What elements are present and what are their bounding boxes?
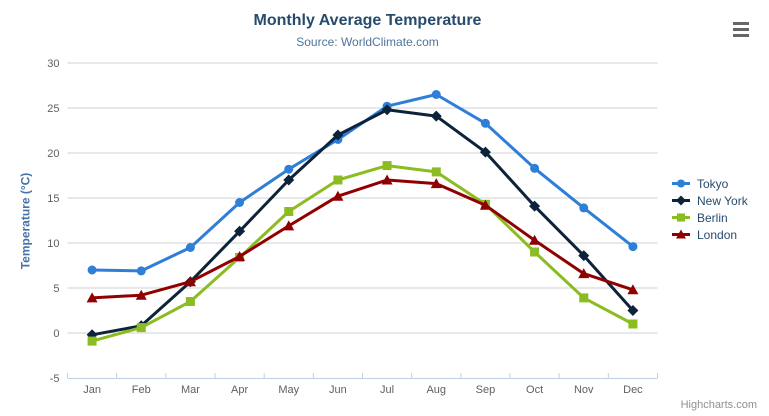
data-point-london[interactable] [381, 174, 393, 185]
legend: Tokyo New York Berlin London [671, 175, 748, 243]
data-point-new-york[interactable] [381, 104, 393, 116]
data-point-tokyo[interactable] [530, 163, 540, 173]
x-axis-label: Dec [623, 384, 643, 396]
legend-label-new-york: New York [697, 193, 748, 208]
legend-item-new-york[interactable]: New York [671, 192, 748, 209]
data-point-london[interactable] [332, 190, 344, 201]
y-axis-label: 30 [47, 58, 59, 70]
legend-item-tokyo[interactable]: Tokyo [671, 175, 748, 192]
y-axis-label: -5 [50, 373, 60, 385]
legend-marker-tokyo-icon [672, 179, 690, 188]
legend-marker-new-york-icon [672, 195, 690, 206]
data-point-berlin[interactable] [579, 293, 589, 303]
data-point-tokyo[interactable] [185, 243, 195, 252]
y-axis-label: 15 [47, 193, 59, 205]
legend-symbol-tokyo [676, 179, 686, 188]
data-point-tokyo[interactable] [431, 90, 441, 99]
x-axis-label: Apr [231, 384, 248, 396]
data-point-tokyo[interactable] [480, 118, 490, 128]
data-point-london[interactable] [86, 292, 98, 303]
data-point-london[interactable] [578, 268, 590, 279]
data-point-berlin[interactable] [136, 323, 146, 333]
data-point-berlin[interactable] [87, 336, 97, 346]
x-axis-label: Feb [132, 384, 151, 396]
data-point-london[interactable] [184, 276, 196, 287]
data-point-berlin[interactable] [382, 161, 392, 171]
series-line-london [90, 178, 635, 300]
chart-title: Monthly Average Temperature [253, 12, 482, 29]
hamburger-icon [733, 19, 749, 40]
data-point-new-york[interactable] [332, 129, 344, 141]
legend-item-berlin[interactable]: Berlin [671, 209, 748, 226]
data-point-tokyo[interactable] [284, 164, 294, 174]
y-axis-label: 20 [47, 148, 59, 160]
legend-symbol-new-york [676, 195, 686, 206]
context-menu-button[interactable] [729, 17, 753, 41]
data-point-tokyo[interactable] [136, 266, 146, 276]
x-axis-label: Jun [329, 384, 347, 396]
data-point-london[interactable] [529, 234, 541, 245]
x-axis-label: Mar [181, 384, 200, 396]
data-point-berlin[interactable] [284, 207, 294, 216]
chart-subtitle: Source: WorldClimate.com [296, 35, 439, 49]
x-axis-label: Sep [476, 384, 496, 396]
legend-marker-berlin-icon [672, 213, 690, 222]
legend-label-london: London [697, 227, 738, 242]
data-point-berlin[interactable] [431, 167, 441, 177]
series-line-berlin [90, 164, 635, 343]
legend-symbol-london [676, 229, 686, 239]
legend-label-tokyo: Tokyo [697, 176, 729, 191]
y-axis-title: Temperature (°C) [18, 172, 32, 269]
y-axis-label: 25 [47, 103, 59, 115]
legend-symbol-berlin [676, 213, 686, 222]
data-point-new-york[interactable] [479, 146, 491, 158]
data-point-new-york[interactable] [234, 225, 246, 237]
data-point-london[interactable] [430, 178, 442, 189]
data-point-new-york[interactable] [430, 110, 442, 122]
data-point-berlin[interactable] [333, 175, 343, 185]
x-axis-label: May [278, 384, 299, 396]
legend-marker-london-icon [672, 229, 690, 239]
data-point-london[interactable] [479, 199, 491, 210]
y-axis-label: 5 [53, 283, 59, 295]
x-axis-label: Nov [574, 384, 594, 396]
credits-link[interactable]: Highcharts.com [680, 399, 757, 411]
data-point-london[interactable] [283, 220, 295, 231]
data-point-new-york[interactable] [578, 250, 590, 262]
data-point-london[interactable] [627, 284, 639, 295]
data-point-new-york[interactable] [529, 200, 541, 212]
data-point-tokyo[interactable] [579, 203, 589, 213]
data-point-london[interactable] [135, 289, 147, 300]
series-line-new-york [90, 108, 635, 337]
data-point-new-york[interactable] [627, 305, 639, 316]
y-axis-title-container: Temperature (°C) [14, 63, 36, 378]
y-axis-label: 10 [47, 238, 59, 250]
data-point-tokyo[interactable] [235, 198, 245, 207]
data-point-berlin[interactable] [530, 247, 540, 257]
data-point-berlin[interactable] [628, 319, 638, 329]
data-point-london[interactable] [234, 251, 246, 261]
legend-label-berlin: Berlin [697, 210, 728, 225]
x-axis-label: Aug [426, 384, 446, 396]
data-point-tokyo[interactable] [628, 242, 638, 252]
data-point-tokyo[interactable] [87, 265, 97, 275]
y-axis-label: 0 [53, 328, 59, 340]
data-point-berlin[interactable] [185, 297, 195, 306]
x-axis-label: Oct [526, 384, 543, 396]
data-point-new-york[interactable] [283, 174, 295, 186]
x-axis-label: Jul [380, 384, 394, 396]
legend-item-london[interactable]: London [671, 226, 748, 243]
x-axis-label: Jan [83, 384, 101, 396]
